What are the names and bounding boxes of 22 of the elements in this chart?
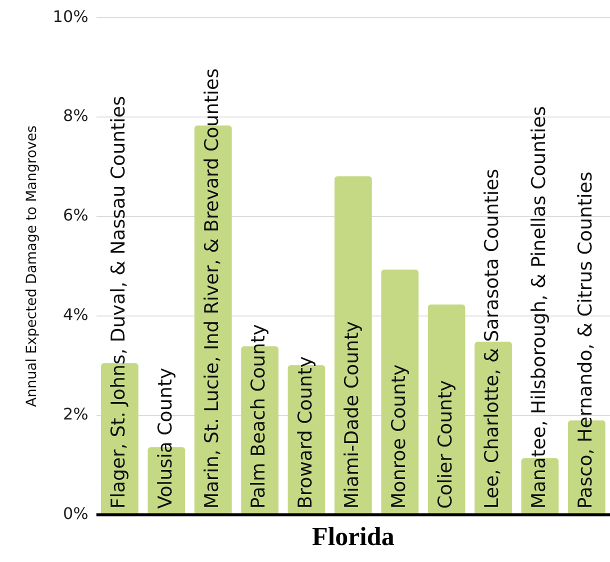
y-axis-title: Annual Expected Damage to Mangroves bbox=[24, 125, 40, 407]
y-tick-label: 0% bbox=[62, 504, 88, 523]
x-tick-label: Volusia County bbox=[154, 368, 176, 509]
x-tick-label: Monroe County bbox=[388, 364, 410, 509]
y-tick-label: 10% bbox=[52, 6, 88, 26]
y-tick-label: 4% bbox=[62, 305, 88, 324]
x-axis-title: Florida bbox=[312, 522, 394, 552]
bar bbox=[334, 176, 372, 514]
y-tick-label: 8% bbox=[62, 106, 88, 126]
x-tick-label: Broward County bbox=[294, 356, 316, 509]
x-tick-label: Manatee, Hilsborough, & Pinellas Counties bbox=[528, 106, 550, 509]
bar bbox=[381, 270, 419, 514]
y-tick-label: 6% bbox=[62, 206, 88, 225]
y-tick-label: 2% bbox=[62, 404, 88, 424]
x-tick-label: Marin, St. Lucie, Ind River, & Brevard Counties bbox=[201, 68, 224, 509]
x-tick-label: Flager, St. Johns, Duval, & Nassau Counties bbox=[108, 96, 130, 509]
x-tick-label: Miami-Dade County bbox=[341, 321, 364, 509]
x-tick-label: Pasco, Hernando, & Citrus Counties bbox=[574, 172, 597, 509]
x-tick-label: Colier County bbox=[434, 380, 457, 509]
bar bbox=[428, 304, 466, 514]
x-tick-label: Palm Beach County bbox=[248, 324, 270, 509]
x-tick-label: Lee, Charlotte, & Sarasota Counties bbox=[481, 168, 504, 509]
